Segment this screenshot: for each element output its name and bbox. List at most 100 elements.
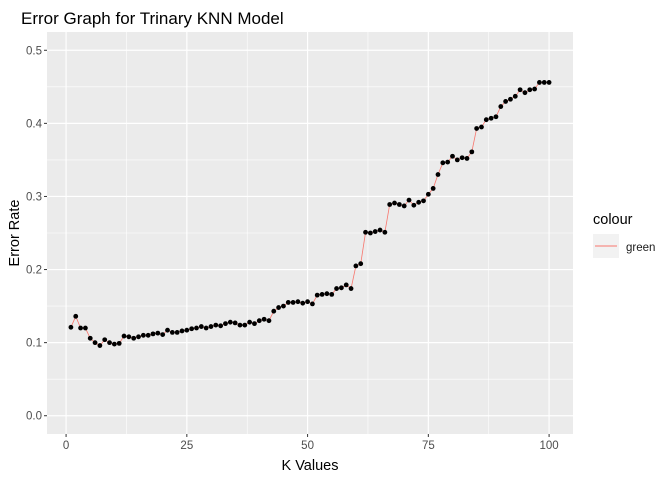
x-axis-ticks: 0 25 50 75 100 [63,434,559,452]
data-point [295,299,301,305]
data-point [517,87,523,93]
data-point [512,93,518,99]
data-point [392,200,397,206]
data-point [271,308,277,314]
data-point [174,330,180,335]
data-point [469,149,475,155]
data-point [218,323,224,329]
data-point [140,332,146,338]
x-tick-label: 75 [422,440,435,452]
data-point [348,286,354,291]
data-point [97,343,103,348]
data-point [261,316,267,322]
data-point [194,325,199,331]
data-point [82,325,88,331]
y-tick-label: 0.1 [26,338,42,350]
data-point [242,322,248,328]
data-point [305,299,310,305]
data-point [343,282,349,288]
data-point [150,331,156,337]
data-point [247,319,253,325]
y-axis-ticks: 0.0 0.1 0.2 0.3 0.4 0.5 [26,45,47,423]
data-point [430,186,436,191]
series-line-layer [70,82,550,347]
grid-lines [47,32,573,434]
data-point [131,335,137,341]
data-point [300,300,306,306]
data-point [223,321,228,327]
data-point [450,153,455,159]
data-point [425,191,431,197]
data-point [116,340,122,346]
data-point [111,341,117,347]
data-point [358,261,364,267]
data-point [363,229,368,235]
legend-title: colour [593,212,633,228]
data-point [256,318,262,324]
data-point [406,197,412,203]
data-point [266,318,272,324]
data-point [87,335,93,341]
data-point [338,285,344,291]
data-point [454,157,460,163]
y-tick-label: 0.4 [26,118,43,130]
data-point [184,327,190,333]
data-point [169,330,175,335]
data-point [314,292,320,298]
data-point [213,322,219,328]
data-point [232,320,238,326]
data-point [508,96,513,102]
data-point [488,115,494,121]
data-point [78,325,83,331]
data-point [401,203,407,209]
legend-entry-label: green [626,242,655,254]
x-tick-label: 25 [180,440,193,452]
data-point [377,227,383,233]
data-point [387,202,393,207]
data-point [493,114,499,120]
data-point [440,160,446,166]
data-point [102,337,108,343]
data-point [464,156,470,161]
data-point [310,301,315,307]
data-point [435,172,441,177]
data-point [285,300,291,305]
x-tick-label: 100 [539,440,558,452]
data-point [92,340,98,346]
series-line-green [70,82,550,347]
x-tick-label: 0 [63,440,69,452]
data-point [503,99,509,104]
data-point [522,90,528,96]
data-point [136,334,141,340]
x-axis-label: K Values [282,458,339,474]
y-tick-label: 0.2 [26,265,42,277]
data-point [483,117,489,123]
legend: colour green [593,212,655,258]
data-point [411,202,417,208]
data-point [281,303,286,309]
data-point [252,321,257,327]
data-point [237,322,243,328]
data-point [367,230,373,236]
data-points-layer [68,80,552,348]
data-point [474,126,480,131]
data-point [68,324,74,330]
data-point [527,87,533,93]
data-point [145,332,151,338]
data-point [155,330,161,336]
data-point [546,80,552,85]
data-point [107,340,112,346]
data-point [290,300,296,305]
data-point [179,328,185,334]
data-point [459,155,465,161]
data-point [203,325,209,331]
y-tick-label: 0.3 [26,191,42,203]
data-point [208,324,214,329]
data-point [329,291,335,297]
data-point [421,198,426,204]
data-point [541,80,547,85]
y-tick-label: 0.5 [26,45,42,57]
data-point [537,80,542,85]
x-tick-label: 50 [301,440,314,452]
